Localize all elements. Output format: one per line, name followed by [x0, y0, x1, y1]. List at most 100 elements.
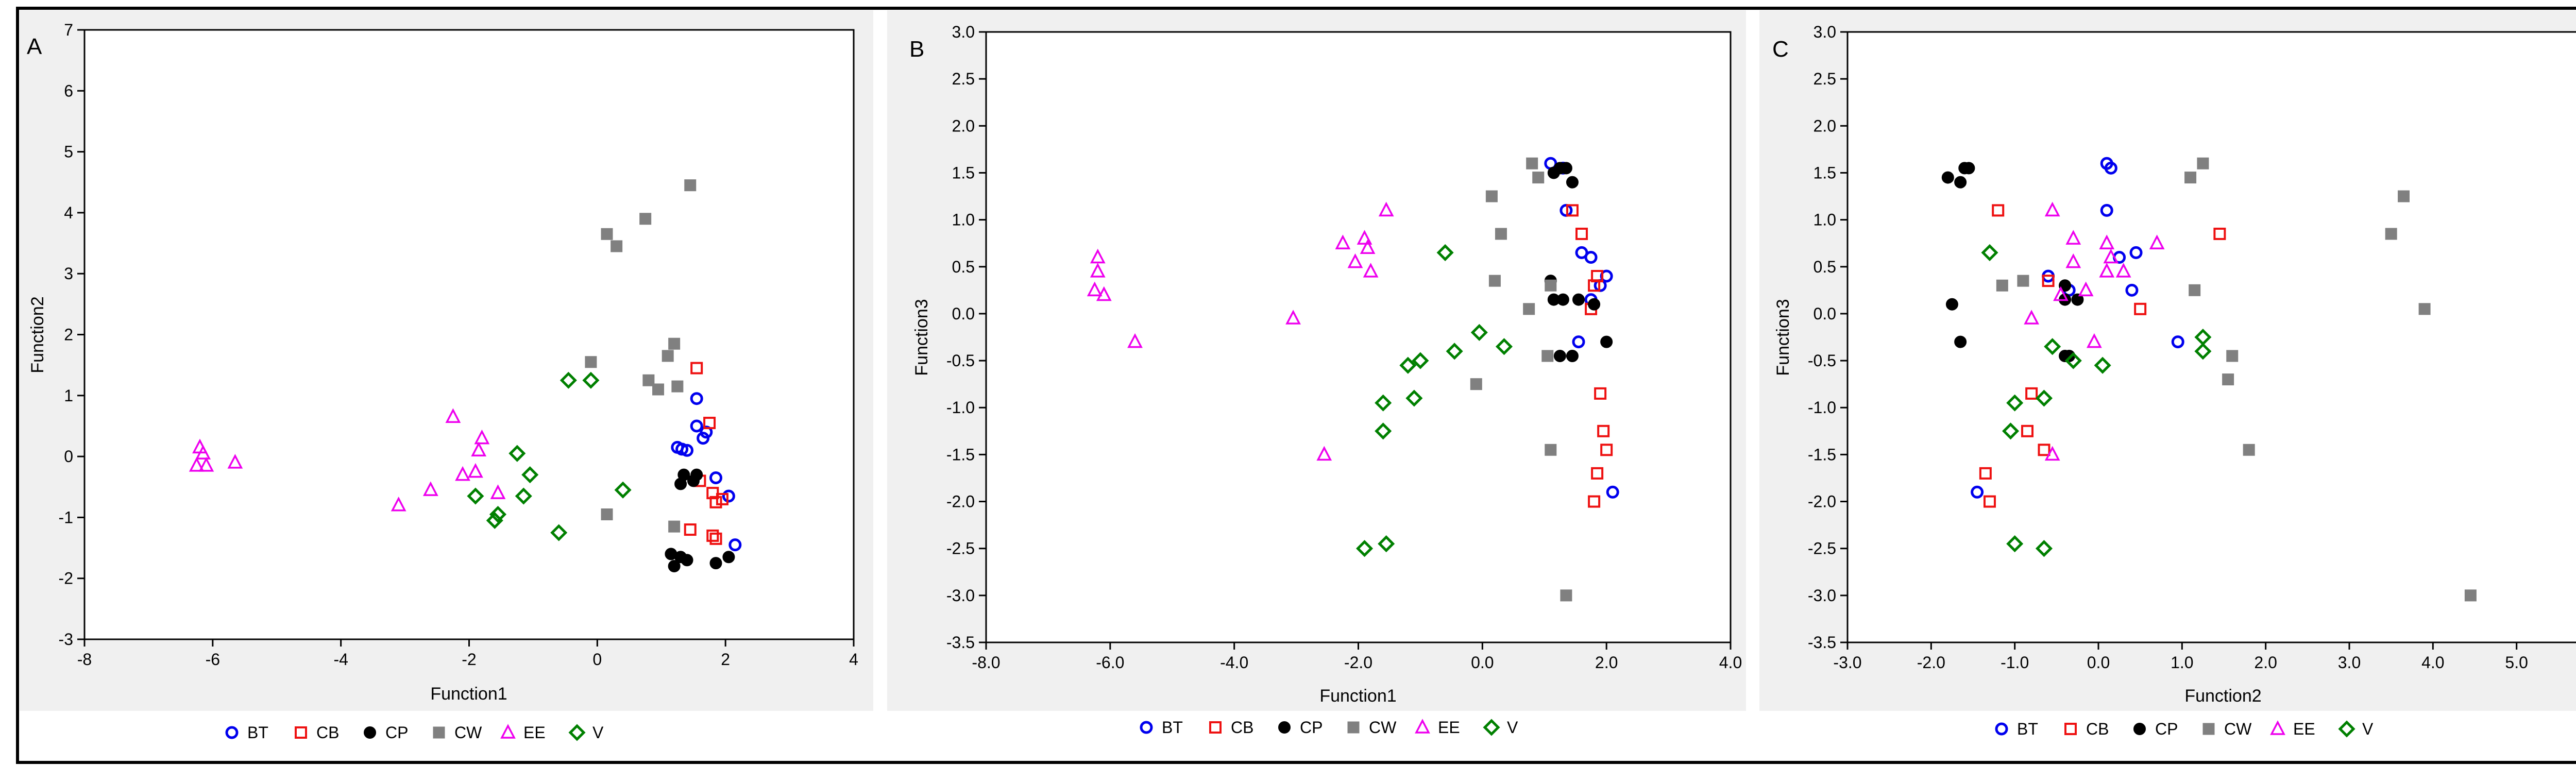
- point-bt: [2129, 246, 2143, 259]
- point-cw: [652, 383, 665, 396]
- point-v: [489, 505, 507, 523]
- point-ee: [2065, 253, 2081, 268]
- panel-c-x-tick-label: -1.0: [2001, 653, 2029, 672]
- point-bt: [1606, 485, 1619, 499]
- legend-item-v: V: [1483, 718, 1518, 737]
- point-v: [582, 371, 600, 389]
- panel-c-ticks: -3.0-2.0-1.00.01.02.03.04.05.06.0-3.5-3.…: [1808, 23, 2528, 672]
- point-bt: [2171, 335, 2184, 349]
- panel-a-y-tick-label: -1: [59, 508, 73, 526]
- panel-b-y-tick-label: -3.5: [946, 633, 975, 652]
- point-ee: [1363, 263, 1379, 278]
- panel-a: A Function1 Function2 -8 -6 -4 -2 0 2 4 -3 -2 -1 0…: [20, 10, 873, 711]
- legend-item-cw: CW: [1347, 718, 1397, 737]
- circle-filled-icon: [2133, 723, 2146, 735]
- point-ee: [195, 445, 211, 460]
- diamond-open-icon: [568, 724, 586, 741]
- legend-label: CB: [1231, 718, 1253, 737]
- point-cp: [1954, 176, 1967, 189]
- panel-a-x-tick-label: -6: [206, 650, 220, 669]
- legend-item-ee: EE: [500, 723, 546, 742]
- panel-a-x-tick-label: 2: [721, 650, 730, 669]
- panel-a-x-tick-label: -2: [462, 650, 476, 669]
- legend-label: EE: [1438, 718, 1460, 737]
- legend-item-bt: BT: [225, 723, 268, 742]
- legend-label: CP: [385, 723, 408, 742]
- legend-item-v: V: [568, 723, 604, 742]
- panel-a-x-tick-label: -8: [77, 650, 92, 669]
- legend-item-cw: CW: [2202, 720, 2252, 738]
- legend-label: CW: [1369, 718, 1397, 737]
- panel-a-label: A: [27, 34, 42, 59]
- point-cp: [722, 551, 735, 564]
- panel-c-plot-area: [1846, 31, 2576, 643]
- point-v: [1399, 356, 1417, 374]
- panel-c-x-tick-label: -2.0: [1917, 653, 1945, 672]
- diamond-open-icon: [2338, 720, 2355, 738]
- square-filled-icon: [433, 726, 445, 739]
- panel-b-y-tick-label: 2.0: [952, 116, 975, 135]
- panel-c-y-tick-label: -3.0: [1808, 586, 1836, 605]
- point-cb: [2042, 275, 2055, 287]
- panel-a-x-axis-label: Function1: [430, 684, 507, 704]
- circle-open-icon: [1140, 721, 1153, 734]
- panel-b-label: B: [909, 37, 924, 62]
- point-v: [1436, 244, 1454, 261]
- panel-a-y-tick-label: 3: [64, 264, 73, 283]
- panel-b-y-tick-label: -1.0: [946, 398, 975, 417]
- panel-c-y-axis-label: Function3: [1773, 299, 1793, 376]
- point-cw: [1996, 279, 2008, 292]
- point-ee: [2044, 446, 2060, 461]
- legend-item-cp: CP: [364, 723, 408, 742]
- panel-c-x-tick-label: 1.0: [2171, 653, 2193, 672]
- point-cp: [1945, 298, 1958, 311]
- point-cp: [1560, 162, 1572, 175]
- legend-label: V: [592, 723, 604, 742]
- point-ee: [1096, 286, 1112, 301]
- point-v: [521, 466, 539, 484]
- panel-b-x-tick-label: 0.0: [1471, 653, 1494, 672]
- point-cw: [1545, 279, 1557, 292]
- point-cw: [611, 240, 623, 252]
- panel-c-y-tick-label: -2.5: [1808, 539, 1836, 558]
- legend-label: CW: [2224, 720, 2252, 738]
- point-v: [1375, 422, 1392, 440]
- point-ee: [1316, 446, 1332, 461]
- panel-c-y-tick-label: -1.0: [1808, 398, 1836, 417]
- panel-b-x-tick-label: -2.0: [1344, 653, 1372, 672]
- point-v: [614, 481, 632, 499]
- legend-item-cb: CB: [2064, 720, 2109, 738]
- point-v: [1446, 343, 1463, 360]
- panel-a-x-tick-label: 4: [849, 650, 858, 669]
- panel-a-y-tick-label: -2: [59, 569, 73, 588]
- panel-b-x-tick-label: -4.0: [1220, 653, 1248, 672]
- point-v: [1495, 338, 1513, 355]
- square-open-icon: [295, 726, 307, 739]
- legend-item-cp: CP: [2133, 720, 2178, 738]
- point-bt: [2104, 161, 2117, 175]
- point-ee: [455, 466, 470, 481]
- panel-b-x-axis-label: Function1: [1319, 686, 1396, 706]
- panel-b-marks: [1087, 157, 1619, 602]
- point-v: [1375, 394, 1392, 412]
- point-cw: [1545, 444, 1557, 456]
- point-v: [2194, 343, 2212, 360]
- legend-item-cw: CW: [433, 723, 482, 742]
- point-cw: [2243, 444, 2255, 456]
- panel-a-x-tick-label: -4: [333, 650, 348, 669]
- point-cb: [2134, 302, 2147, 315]
- legend-label: BT: [247, 723, 268, 742]
- panel-b-y-tick-label: -3.0: [946, 586, 975, 605]
- circle-open-icon: [1995, 722, 2008, 736]
- point-v: [2035, 389, 2053, 407]
- point-ee: [1335, 234, 1351, 249]
- point-cw: [1532, 172, 1545, 184]
- panel-b-y-tick-label: -0.5: [946, 351, 975, 370]
- point-cw: [668, 520, 681, 533]
- point-bt: [1584, 251, 1598, 264]
- point-cw: [1523, 303, 1535, 315]
- legend-item-v: V: [2338, 720, 2374, 738]
- point-ee: [474, 429, 490, 445]
- legend-label: CW: [454, 723, 482, 742]
